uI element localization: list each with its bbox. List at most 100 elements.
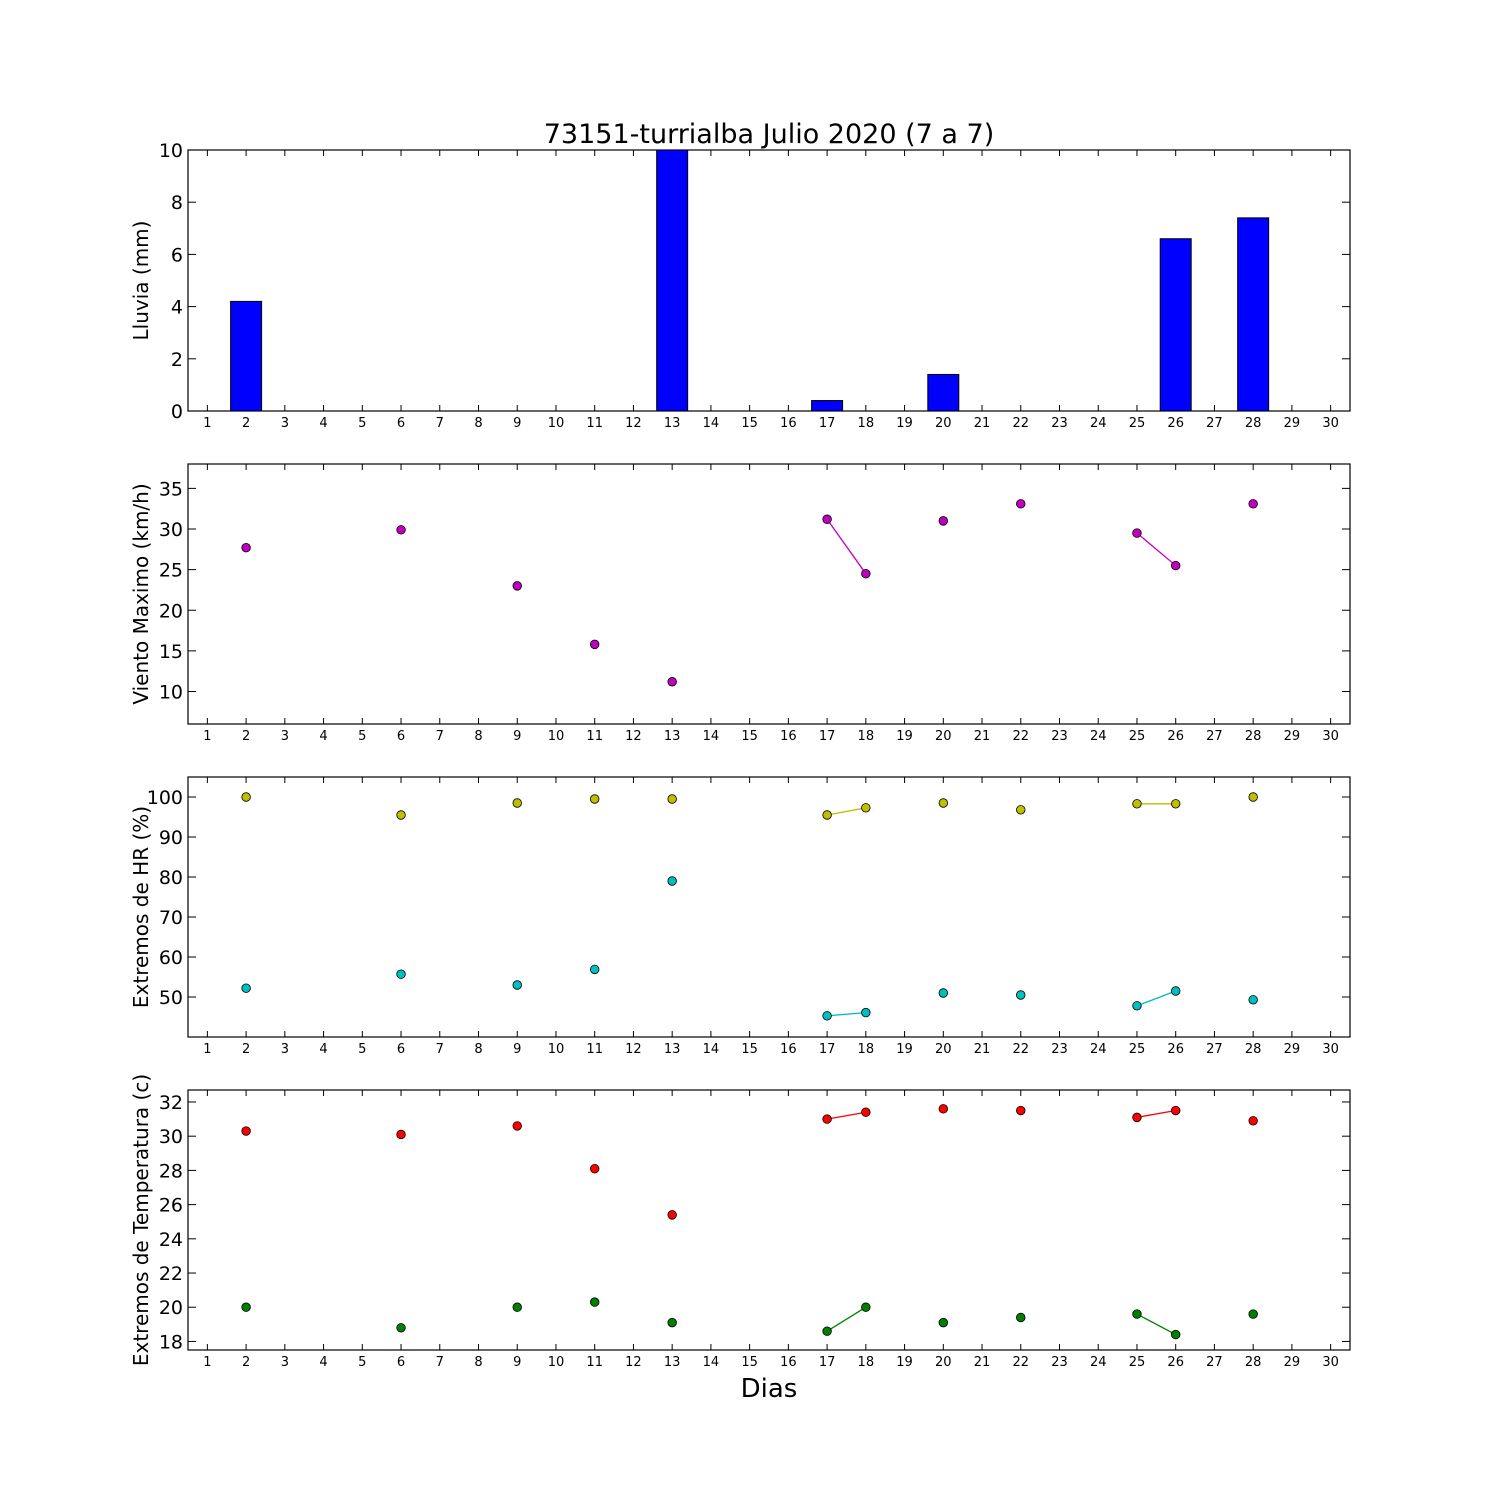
- point-temperatura-s0-day-9: [512, 1121, 522, 1131]
- x-tick-label: 7: [436, 1042, 444, 1057]
- y-tick-label: 20: [159, 600, 183, 622]
- axes-frame-lluvia: [187, 149, 1351, 412]
- x-tick-label: 4: [319, 729, 327, 744]
- x-tick-label: 23: [1051, 729, 1068, 744]
- series-line-segment: [826, 1306, 867, 1332]
- x-tick-label: 30: [1322, 729, 1339, 744]
- point-temperatura-s1-day-13: [667, 1317, 677, 1328]
- point-hr-s1-day-2: [241, 983, 251, 993]
- point-temperatura-s0-day-28: [1248, 1116, 1258, 1126]
- x-tick-label: 15: [741, 1355, 758, 1370]
- x-tick-label: 7: [436, 1355, 444, 1370]
- point-temperatura-s0-day-22: [1016, 1105, 1026, 1116]
- x-tick-label: 14: [703, 729, 720, 744]
- x-tick-label: 7: [436, 416, 444, 431]
- series-line-segment: [1136, 532, 1177, 567]
- x-tick-label: 6: [397, 416, 405, 431]
- x-tick-label: 8: [474, 416, 482, 431]
- y-tick-label: 70: [159, 907, 183, 929]
- x-tick-label: 2: [242, 1042, 250, 1057]
- x-tick-label: 19: [896, 416, 913, 431]
- point-temperatura-s1-day-22: [1016, 1312, 1026, 1323]
- x-tick-label: 20: [935, 729, 952, 744]
- series-line-segment: [1136, 990, 1176, 1007]
- x-tick-label: 18: [858, 1042, 875, 1057]
- x-tick-label: 5: [358, 416, 366, 431]
- x-tick-label: 26: [1167, 729, 1184, 744]
- point-hr-s0-day-11: [590, 794, 600, 804]
- axes-frame-hr: [187, 776, 1351, 1038]
- x-tick-label: 18: [858, 729, 875, 744]
- x-tick-label: 12: [625, 1355, 642, 1370]
- point-temperatura-s0-day-26: [1170, 1105, 1181, 1116]
- x-tick-label: 9: [513, 1355, 521, 1370]
- x-tick-label: 30: [1322, 1042, 1339, 1057]
- series-line-segment: [1136, 1109, 1176, 1119]
- point-hr-s1-day-17: [822, 1011, 832, 1021]
- point-viento-s0-day-18: [861, 568, 871, 579]
- x-tick-label: 19: [896, 1042, 913, 1057]
- point-viento-s0-day-11: [590, 639, 600, 650]
- y-tick-label: 25: [159, 560, 183, 582]
- y-axis-label-lluvia: Lluvia (mm): [129, 221, 153, 341]
- y-tick-label: 10: [159, 140, 183, 162]
- x-tick-label: 16: [780, 1355, 797, 1370]
- point-viento-s0-day-20: [938, 516, 949, 526]
- point-temperatura-s1-day-25: [1132, 1309, 1142, 1319]
- panel-hr: 1 2 3 4 5 6 7 8 9 10 11 12 13 14 15 16 17 18 19 20 21 22 23 24 2…: [129, 776, 1351, 1057]
- x-axis-label: Dias: [741, 1374, 798, 1404]
- bar-day-28: [1237, 217, 1270, 412]
- x-tick-label: 24: [1090, 416, 1107, 431]
- panel-viento: 1 2 3 4 5 6 7 8 9 10 11 12 13 14 15 16 17 18 19 20 21 22 23 24 2…: [129, 463, 1351, 744]
- panels: 1 2 3 4 5 6 7 8 9 10 11 12 13 14 15 16 17 18 19 20 21 22 23 24 2…: [129, 140, 1351, 1370]
- bar-day-20: [927, 373, 960, 412]
- y-tick-label: 100: [147, 787, 183, 809]
- x-tick-label: 22: [1012, 729, 1029, 744]
- x-tick-label: 11: [586, 1042, 603, 1057]
- x-tick-label: 28: [1245, 729, 1262, 744]
- x-tick-label: 3: [281, 729, 289, 744]
- point-hr-s0-day-26: [1170, 799, 1181, 809]
- x-tick-label: 14: [703, 416, 720, 431]
- point-temperatura-s0-day-20: [938, 1104, 949, 1114]
- x-tick-label: 8: [474, 729, 482, 744]
- bar-day-2: [230, 300, 263, 412]
- x-tick-label: 6: [397, 1042, 405, 1057]
- point-temperatura-s1-day-20: [938, 1317, 949, 1328]
- point-temperatura-s0-day-13: [667, 1210, 677, 1220]
- x-tick-label: 5: [358, 729, 366, 744]
- x-tick-label: 27: [1206, 729, 1223, 744]
- x-tick-label: 9: [513, 416, 521, 431]
- x-tick-label: 10: [548, 1042, 565, 1057]
- point-hr-s1-day-22: [1016, 990, 1026, 1000]
- x-tick-label: 1: [203, 1042, 211, 1057]
- y-tick-label: 4: [171, 297, 183, 319]
- series-line-segment: [827, 1011, 866, 1017]
- point-temperatura-s0-day-2: [241, 1126, 251, 1136]
- x-tick-label: 28: [1245, 416, 1262, 431]
- point-hr-s0-day-18: [861, 803, 871, 813]
- point-temperatura-s1-day-28: [1248, 1309, 1258, 1319]
- point-viento-s0-day-28: [1248, 499, 1258, 509]
- x-tick-label: 26: [1167, 416, 1184, 431]
- series-line-segment: [826, 807, 866, 816]
- x-tick-label: 24: [1090, 729, 1107, 744]
- x-tick-label: 22: [1012, 1042, 1029, 1057]
- x-tick-label: 20: [935, 416, 952, 431]
- x-tick-label: 20: [935, 1355, 952, 1370]
- x-tick-label: 11: [586, 416, 603, 431]
- x-tick-label: 19: [896, 1355, 913, 1370]
- x-tick-label: 13: [664, 416, 681, 431]
- x-tick-label: 18: [858, 416, 875, 431]
- x-tick-label: 12: [625, 416, 642, 431]
- point-hr-s0-day-9: [512, 798, 522, 808]
- axes-frame-viento: [187, 463, 1351, 725]
- x-tick-label: 16: [780, 416, 797, 431]
- point-hr-s1-day-25: [1132, 1001, 1142, 1011]
- chart-title: 73151-turrialba Julio 2020 (7 a 7): [544, 119, 994, 150]
- x-tick-label: 18: [858, 1355, 875, 1370]
- x-tick-label: 29: [1284, 1042, 1301, 1057]
- x-tick-label: 1: [203, 1355, 211, 1370]
- y-axis-label-hr: Extremos de HR (%): [129, 806, 153, 1008]
- x-tick-label: 28: [1245, 1355, 1262, 1370]
